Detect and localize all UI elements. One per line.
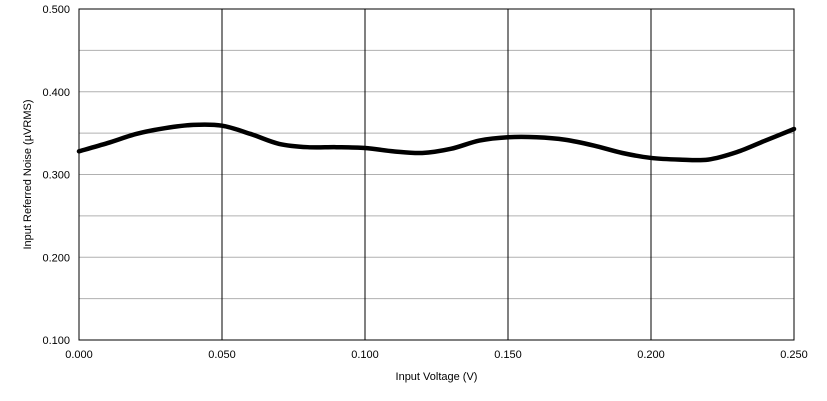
plot-area	[78, 8, 795, 341]
y-tick-label: 0.200	[42, 252, 70, 264]
x-tick-label: 0.000	[65, 349, 93, 361]
x-tick-label: 0.250	[780, 349, 808, 361]
x-tick-label: 0.100	[351, 349, 379, 361]
x-axis: 0.000 0.050 0.100 0.150 0.200 0.250	[65, 349, 808, 361]
y-axis: 0.500 0.400 0.300 0.200 0.100	[42, 4, 70, 347]
series-group	[76, 122, 797, 163]
series-line	[76, 122, 797, 163]
grid	[79, 9, 794, 340]
y-tick-label: 0.400	[42, 87, 70, 99]
x-tick-label: 0.050	[208, 349, 236, 361]
y-tick-label: 0.300	[42, 170, 70, 182]
x-tick-label: 0.150	[494, 349, 522, 361]
x-axis-title: Input Voltage (V)	[396, 371, 478, 383]
y-tick-label: 0.500	[42, 4, 70, 16]
y-tick-label: 0.100	[42, 335, 70, 347]
y-axis-title: Input Referred Noise (µVRMS)	[22, 100, 34, 250]
x-tick-label: 0.200	[637, 349, 665, 361]
